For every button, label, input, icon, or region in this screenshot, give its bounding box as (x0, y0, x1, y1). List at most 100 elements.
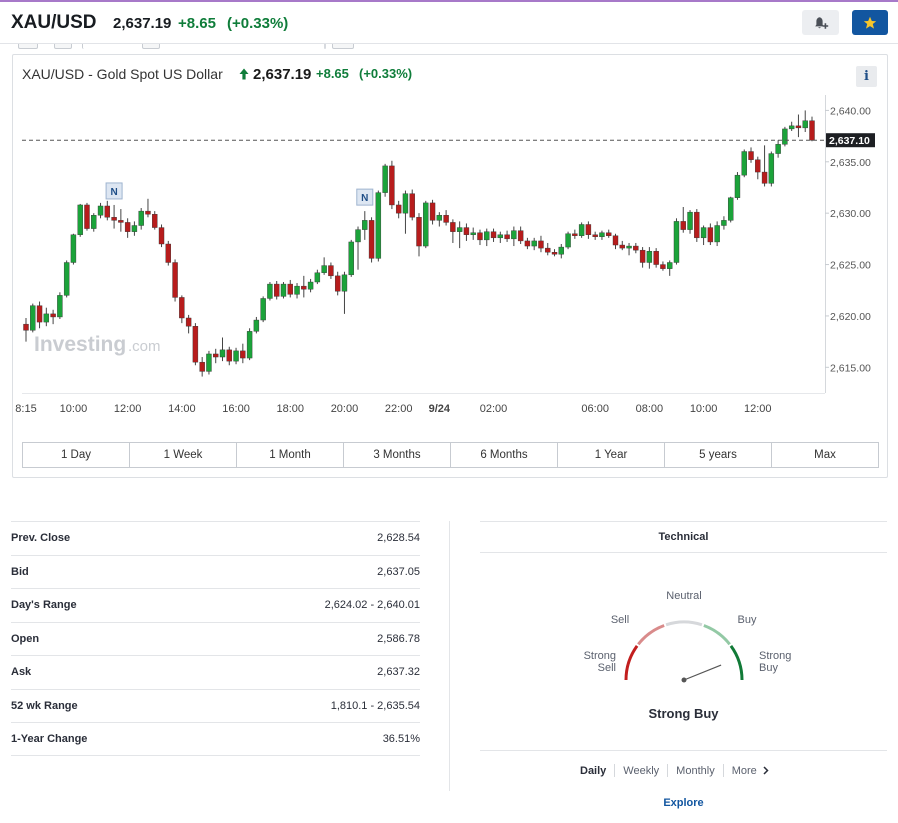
candle (443, 210, 449, 226)
x-tick-label: 18:00 (276, 403, 304, 415)
candle-body (619, 244, 625, 249)
candle-body (253, 319, 260, 332)
candle-body (402, 193, 409, 214)
candlestick-chart[interactable]: Investing .com 2,640.00 2,635.00 2,630.00 2… (13, 55, 887, 439)
candle-body (612, 235, 619, 246)
tab-monthly[interactable]: Monthly (676, 764, 715, 777)
candle (267, 282, 273, 301)
candle-body (809, 120, 815, 141)
candle (158, 224, 165, 248)
chevron-right-icon (763, 766, 769, 775)
top-accent-line (0, 0, 898, 2)
stat-label: Ask (11, 666, 32, 678)
range-button-1-week[interactable]: 1 Week (130, 443, 237, 467)
candle (50, 309, 56, 325)
candle-body (484, 231, 490, 241)
gauge-label-strong-buy-line1: Strong (759, 650, 792, 662)
toolbar-tool-button[interactable] (142, 44, 160, 49)
range-button-1-day[interactable]: 1 Day (23, 443, 130, 467)
candle (775, 140, 781, 158)
candle (70, 233, 77, 265)
candle-body (531, 240, 537, 247)
x-tick-label: 14:00 (168, 403, 196, 415)
stat-value: 2,637.32 (377, 666, 420, 678)
candle-body (700, 227, 707, 239)
candle (172, 259, 178, 302)
candle (761, 145, 768, 187)
time-range-selector: 1 Day 1 Week 1 Month 3 Months 6 Months 1 Year… (22, 442, 879, 468)
star-icon (863, 16, 877, 29)
candle (639, 247, 646, 268)
range-button-1-year[interactable]: 1 Year (558, 443, 665, 467)
x-tick-label: 22:00 (385, 403, 413, 415)
stat-row: Prev. Close 2,628.54 (11, 521, 420, 555)
tab-weekly[interactable]: Weekly (623, 764, 660, 777)
range-button-6-months[interactable]: 6 Months (451, 443, 558, 467)
candle-body (572, 233, 578, 236)
range-button-max[interactable]: Max (814, 449, 836, 461)
candle-body (633, 245, 639, 251)
range-button-5-years[interactable]: 5 years (665, 443, 772, 467)
stat-row: Ask 2,637.32 (11, 655, 420, 689)
add-to-watchlist-button[interactable] (852, 10, 888, 35)
candle (206, 350, 212, 375)
create-alert-button[interactable] (802, 10, 839, 35)
tab-separator (667, 764, 669, 777)
candle (233, 347, 239, 365)
range-button-1-month[interactable]: 1 Month (237, 443, 344, 467)
candle-body (91, 215, 97, 229)
candle-body (63, 262, 70, 296)
toolbar-tool-button[interactable] (54, 44, 72, 49)
candle-body (70, 234, 77, 263)
toolbar-tool-button[interactable] (332, 44, 354, 49)
candle-body (124, 222, 131, 232)
candle (280, 282, 287, 299)
stat-label: 52 wk Range (11, 699, 78, 712)
candle-body (341, 274, 348, 292)
candle (341, 271, 348, 314)
candle-body (165, 243, 171, 263)
candle (165, 240, 171, 266)
technical-summary: Strong Buy (648, 706, 719, 721)
explore-link[interactable]: Explore (663, 797, 704, 809)
candle-body (321, 265, 327, 273)
candle-body (768, 153, 775, 184)
candle (63, 260, 70, 298)
news-marker[interactable]: N (105, 182, 123, 200)
candle (152, 211, 158, 230)
candle (558, 244, 564, 259)
tab-daily[interactable]: Daily (580, 764, 607, 777)
toolbar-tool-button[interactable] (18, 44, 38, 49)
investing-watermark-suffix: .com (128, 338, 161, 355)
candle-body (362, 220, 368, 230)
candle-body (287, 283, 293, 295)
range-button-3-months[interactable]: 3 Months (344, 443, 451, 467)
candle (585, 221, 592, 239)
candle-body (694, 211, 700, 239)
candle (301, 275, 307, 298)
candle-body (111, 217, 117, 221)
instrument-change-pct: (+0.33%) (227, 15, 289, 32)
candle (768, 151, 775, 187)
candle (375, 190, 382, 262)
candle (36, 301, 43, 329)
candle-body (185, 317, 192, 327)
candle (84, 202, 90, 231)
gauge-pivot (681, 677, 687, 683)
candle (423, 200, 429, 249)
news-marker-label: N (110, 187, 117, 198)
candle-body (97, 205, 104, 216)
candle (538, 235, 544, 253)
candle-body (219, 349, 226, 358)
tab-more[interactable]: More (724, 765, 777, 777)
candle-body (104, 205, 111, 218)
news-marker[interactable]: N (356, 188, 374, 206)
chart-info-button[interactable]: i (856, 66, 877, 87)
candle-body (43, 313, 50, 323)
candle-body (646, 250, 653, 263)
candle-body (761, 171, 768, 184)
candle-body (477, 232, 483, 241)
technical-title: Technical (480, 521, 887, 553)
y-tick-label: 2,640.00 (830, 105, 871, 117)
candle (490, 228, 497, 242)
